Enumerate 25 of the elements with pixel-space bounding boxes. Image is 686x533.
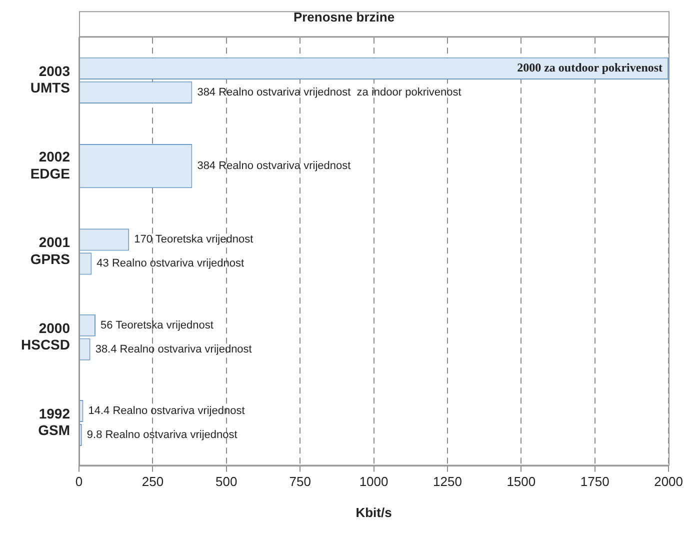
x-axis-title: Kbit/s	[356, 504, 392, 520]
x-tick-label: 0	[75, 474, 83, 490]
x-tick-label: 500	[216, 474, 238, 490]
chart-title: Prenosne brzine	[293, 9, 395, 24]
data-label: 170 Teoretska vrijednost	[134, 234, 254, 246]
x-tick-label: 750	[289, 474, 311, 490]
data-label: 14.4 Realno ostvariva vrijednost	[88, 405, 245, 418]
x-tick-label: 1000	[359, 474, 388, 490]
data-label: 56 Teoretska vrijednost	[100, 319, 214, 332]
y-tick-label: 2002 EDGE	[30, 148, 70, 182]
data-label: 384 Realno ostvariva vrijednost za indoor pokrivenost	[197, 86, 462, 98]
y-tick-label: 2003 UMTS	[30, 62, 70, 96]
x-tick-label: 250	[142, 474, 164, 490]
y-tick-label: 2000 HSCSD	[20, 320, 70, 353]
x-tick-label: 1250	[433, 474, 462, 490]
y-tick-label: 1992 GSM	[38, 405, 70, 438]
data-label: 38.4 Realno ostvariva vrijednost	[95, 343, 252, 356]
x-tick-label: 1750	[580, 474, 610, 490]
x-tick-label: 1500	[506, 474, 536, 490]
data-label: 9.8 Realno ostvariva vrijednost	[86, 429, 238, 441]
data-label: 2000 za outdoor pokrivenost	[517, 60, 663, 75]
data-label: 43 Realno ostvariva vrijednost	[96, 258, 244, 270]
y-tick-label: 2001 GPRS	[30, 234, 70, 267]
data-label: 384 Realno ostvariva vrijednost	[197, 160, 351, 172]
x-tick-label: 2000	[654, 474, 683, 490]
